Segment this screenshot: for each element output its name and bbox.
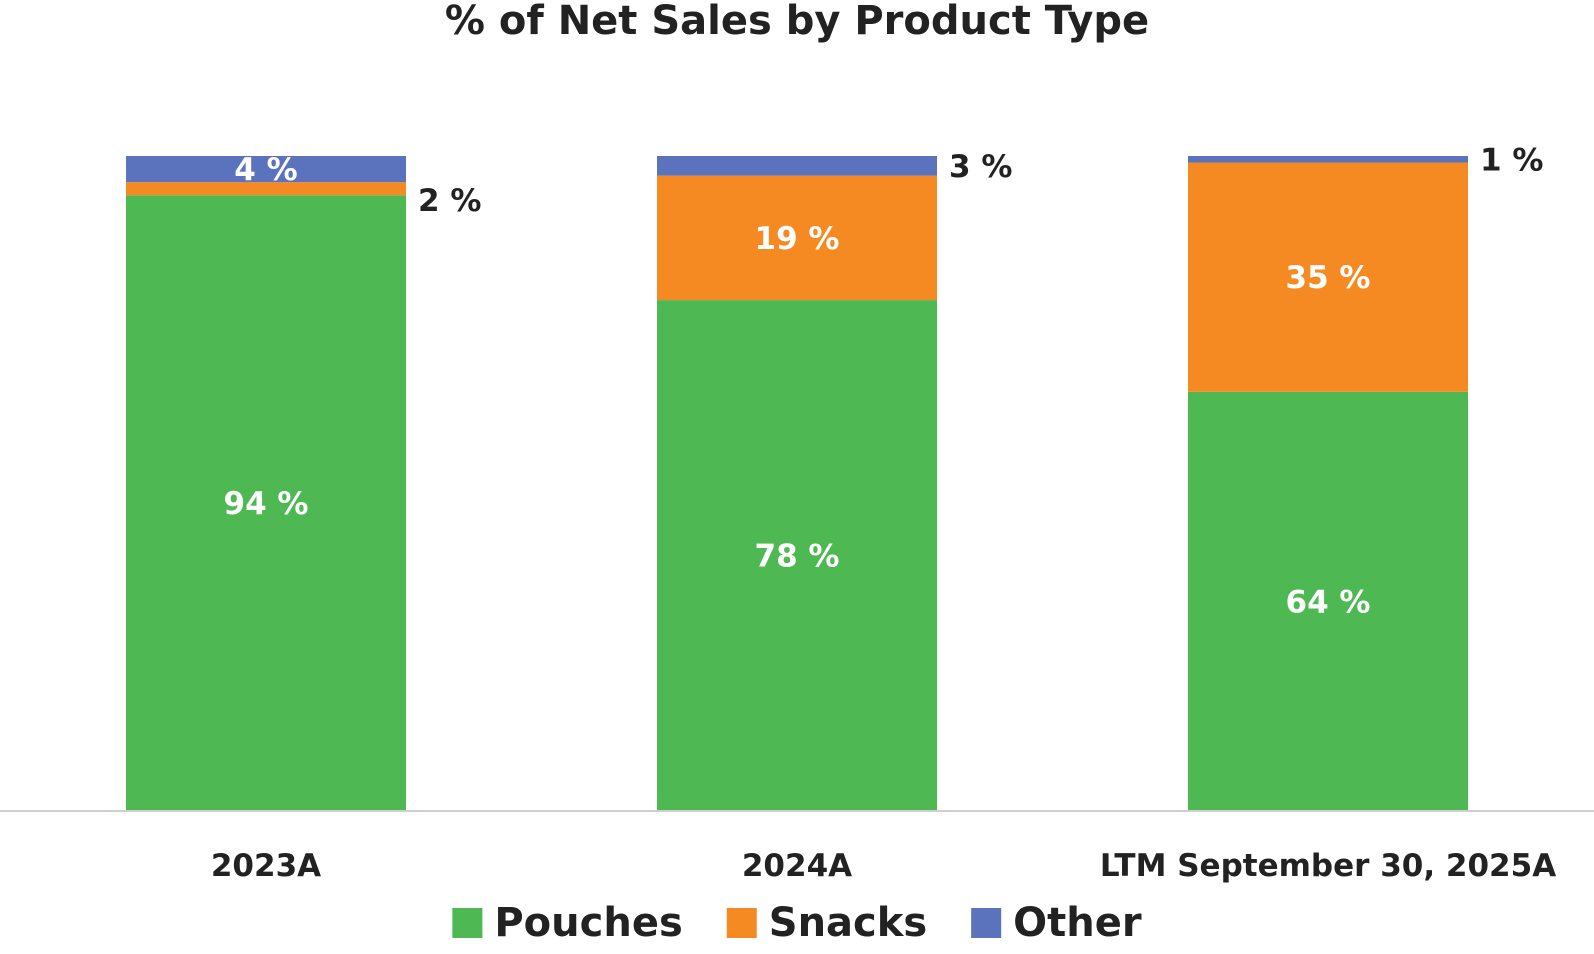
- data-label-other-2024a: 3 %: [949, 149, 1012, 185]
- legend-label-snacks: Snacks: [769, 900, 927, 946]
- bar-other-ltm-september-30-2025a: [1188, 156, 1468, 163]
- data-label-snacks-ltm-september-30-2025a: 35 %: [1286, 260, 1371, 296]
- legend-swatch-pouches: [452, 908, 483, 938]
- bar-pouches-ltm-september-30-2025a: [1188, 391, 1468, 811]
- legend-swatch-other: [971, 908, 1002, 938]
- legend-label-pouches: Pouches: [494, 900, 682, 946]
- bar-snacks-ltm-september-30-2025a: [1188, 162, 1468, 392]
- legend-item-snacks: Snacks: [726, 900, 927, 946]
- data-label-snacks-2023a: 2 %: [418, 183, 481, 219]
- bar-other-2023a: [126, 156, 406, 183]
- legend-swatch-snacks: [726, 908, 757, 938]
- legend-item-pouches: Pouches: [452, 900, 683, 946]
- data-label-pouches-2023a: 94 %: [224, 486, 309, 522]
- legend-label-other: Other: [1013, 900, 1142, 946]
- data-label-other-2023a: 4 %: [234, 152, 297, 188]
- bars-group: 94 % 2 % 4 % 78 % 19 % 3 % 64 % 35 % 1 %: [126, 142, 1543, 812]
- category-label-2024a: 2024A: [742, 848, 852, 884]
- legend-item-other: Other: [971, 900, 1142, 946]
- legend: Pouches Snacks Other: [452, 900, 1142, 946]
- category-labels: 2023A 2024A LTM September 30, 2025A: [211, 848, 1556, 884]
- data-label-pouches-ltm-september-30-2025a: 64 %: [1286, 584, 1371, 620]
- bar-pouches-2023a: [126, 195, 406, 812]
- bar-snacks-2023a: [126, 182, 406, 196]
- category-label-2023a: 2023A: [211, 848, 321, 884]
- bar-pouches-2024a: [657, 300, 937, 811]
- bar-snacks-2024a: [657, 175, 937, 301]
- chart-title: % of Net Sales by Product Type: [445, 0, 1149, 44]
- data-label-snacks-2024a: 19 %: [755, 221, 840, 257]
- data-label-pouches-2024a: 78 %: [755, 539, 840, 575]
- category-label-ltm-september-30-2025a: LTM September 30, 2025A: [1100, 848, 1556, 884]
- data-label-other-ltm-september-30-2025a: 1 %: [1480, 142, 1543, 178]
- bar-other-2024a: [657, 156, 937, 176]
